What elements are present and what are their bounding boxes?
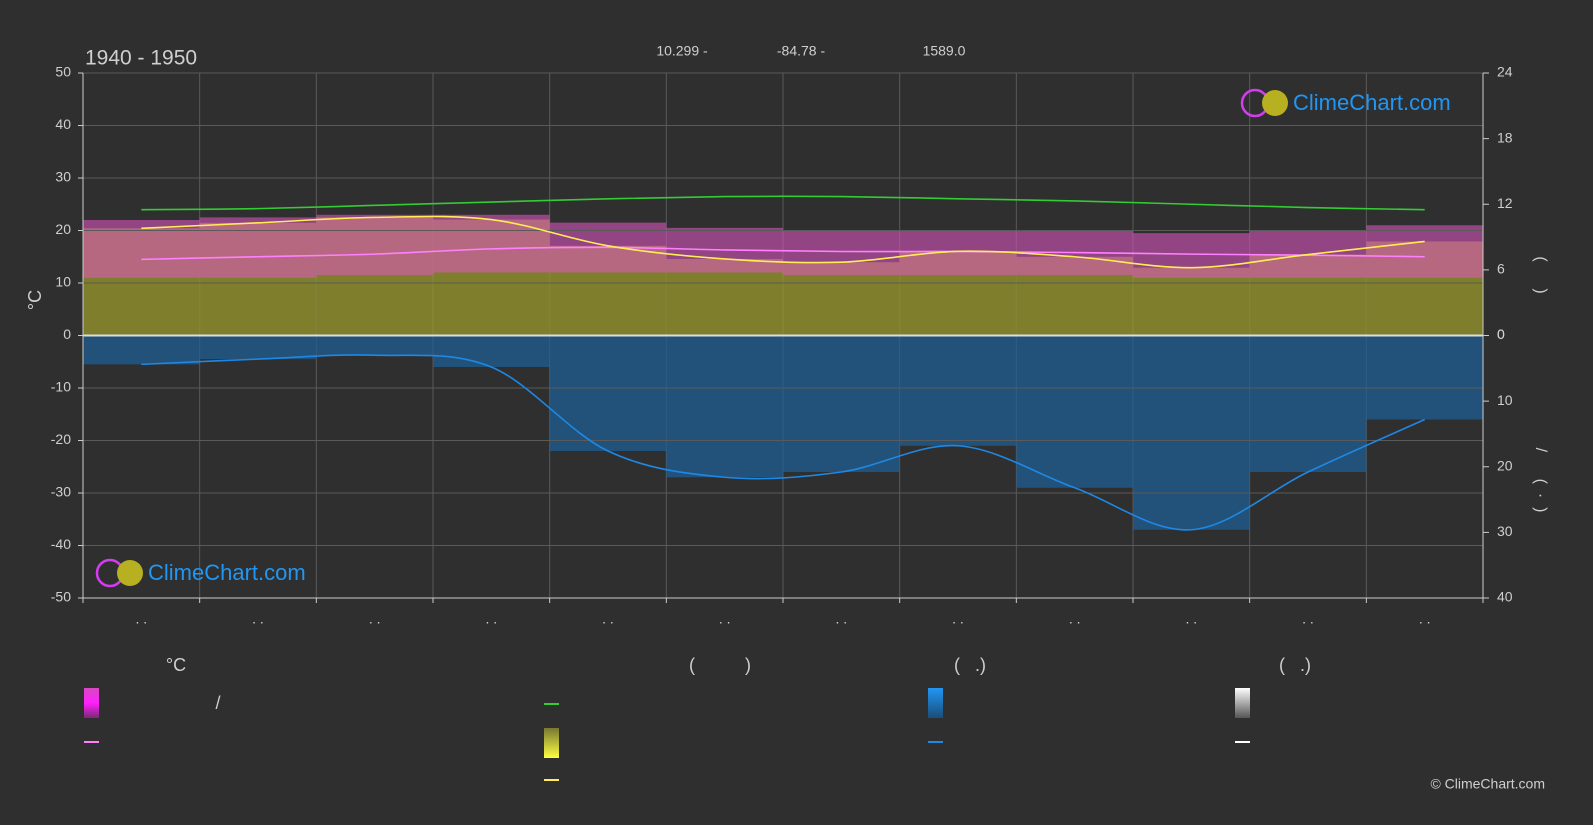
elevation: 1589.0 [923, 43, 966, 59]
y-tick-label: -10 [51, 379, 71, 395]
y2-tick-label: 30 [1497, 523, 1513, 539]
legend-header: ( ) [689, 655, 751, 675]
x-tick-label: . . [952, 611, 964, 627]
temperature-range [199, 217, 317, 278]
legend-header: °C [166, 655, 186, 675]
y-tick-label: -30 [51, 484, 71, 500]
logo-top: ClimeChart.com [1240, 88, 1451, 118]
precipitation-bar [783, 335, 900, 472]
x-tick-label: . . [1302, 611, 1314, 627]
temperature-range [1366, 225, 1483, 278]
watermark: ClimeChart.com [148, 560, 306, 585]
y2-tick-label: 6 [1497, 261, 1505, 277]
plot-area: -50-40-30-20-100102030405006121824010203… [51, 64, 1513, 627]
legend-swatch [544, 728, 559, 758]
chart-title: 1940 - 1950 [85, 47, 197, 70]
y-tick-label: 40 [55, 116, 71, 132]
series-line [141, 354, 1425, 531]
x-tick-label: . . [485, 611, 497, 627]
temperature-range [783, 230, 900, 276]
y2-axis-label: ( ) [1532, 256, 1549, 293]
x-tick-label: . . [1185, 611, 1197, 627]
x-tick-label: . . [1069, 611, 1081, 627]
y2-tick-label: 40 [1497, 589, 1513, 605]
y2-tick-label: 18 [1497, 129, 1513, 145]
y-tick-label: 10 [55, 274, 71, 290]
x-tick-label: . . [369, 611, 381, 627]
temperature-range [83, 220, 200, 278]
x-tick-label: . . [602, 611, 614, 627]
x-tick-label: . . [135, 611, 147, 627]
precipitation-bar [1133, 335, 1250, 530]
y3-axis-label: / ( · ) [1532, 448, 1549, 513]
watermark: ClimeChart.com [1293, 90, 1451, 115]
precipitation-bar [433, 335, 550, 367]
precipitation-bar [199, 335, 317, 360]
x-tick-label: . . [252, 611, 264, 627]
y2-tick-label: 0 [1497, 326, 1505, 342]
legend-swatch [928, 688, 943, 718]
latitude: 10.299 - [656, 43, 708, 59]
legend-header: ( .) [1279, 655, 1311, 675]
y2-tick-label: 20 [1497, 457, 1513, 473]
y-tick-label: 30 [55, 169, 71, 185]
series-line [141, 195, 1425, 211]
sunshine-bar [1133, 267, 1250, 336]
y2-tick-label: 0 [1497, 326, 1505, 342]
x-tick-label: . . [835, 611, 847, 627]
y-tick-label: 0 [63, 326, 71, 342]
logo-bottom: ClimeChart.com [95, 558, 306, 588]
precipitation-bar [1016, 335, 1133, 488]
temperature-range [316, 214, 433, 276]
precipitation-bar [316, 335, 433, 356]
precipitation-bar [1366, 335, 1483, 420]
series-line [141, 215, 1425, 269]
temperature-range [1133, 233, 1250, 278]
y2-tick-label: 24 [1497, 64, 1513, 80]
y-tick-label: -50 [51, 589, 71, 605]
x-tick-label: . . [1419, 611, 1431, 627]
y2-tick-label: 12 [1497, 195, 1513, 211]
series-line [141, 246, 1425, 261]
precipitation-bar [666, 335, 783, 478]
y-tick-label: 50 [55, 64, 71, 80]
y2-tick-label: 10 [1497, 392, 1513, 408]
longitude: -84.78 - [777, 43, 826, 59]
y-axis-label: °C [25, 290, 45, 310]
legend-swatch [1235, 688, 1250, 718]
temperature-range [899, 230, 1017, 276]
precipitation-bar [899, 335, 1017, 446]
precipitation-bar [83, 335, 200, 365]
y-tick-label: 20 [55, 221, 71, 237]
legend-swatch [84, 688, 99, 718]
temperature-range [433, 214, 550, 273]
legend-header: ( .) [954, 655, 986, 675]
y-tick-label: -40 [51, 536, 71, 552]
precipitation-bar [1249, 335, 1367, 472]
x-tick-label: . . [719, 611, 731, 627]
y-tick-label: -20 [51, 431, 71, 447]
precipitation-bar [549, 335, 667, 451]
legend-text: / [215, 693, 220, 713]
copyright: © ClimeChart.com [1430, 776, 1545, 792]
